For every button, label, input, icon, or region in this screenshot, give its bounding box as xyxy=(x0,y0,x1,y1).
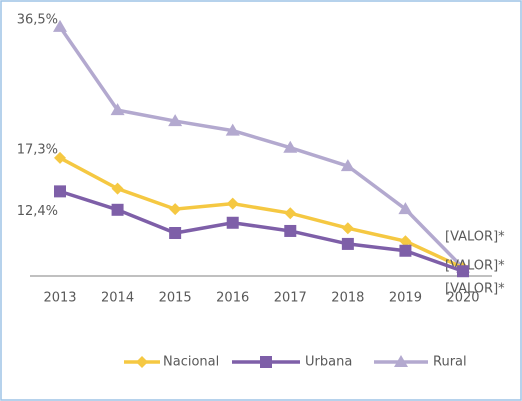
data-label: 12,4% xyxy=(17,204,58,219)
marker xyxy=(54,185,66,198)
marker xyxy=(54,151,66,164)
legend-label: Urbana xyxy=(305,355,352,370)
marker xyxy=(110,103,125,116)
legend-label: Rural xyxy=(433,355,467,370)
marker xyxy=(226,216,239,229)
series-line xyxy=(59,189,464,273)
x-tick-label: 2018 xyxy=(331,291,364,306)
marker xyxy=(136,356,148,368)
series-line xyxy=(59,156,464,270)
marker xyxy=(53,19,67,32)
marker xyxy=(457,265,469,278)
marker xyxy=(169,203,182,216)
data-label: [VALOR]* xyxy=(445,259,505,274)
data-label: 36,5% xyxy=(17,12,58,27)
marker xyxy=(284,224,297,237)
x-tick-label: 2020 xyxy=(446,291,479,306)
data-label: [VALOR]* xyxy=(445,230,505,245)
data-label: [VALOR]* xyxy=(445,282,505,297)
marker xyxy=(398,202,413,215)
marker xyxy=(340,159,355,172)
marker xyxy=(341,222,354,235)
x-tick-label: 2014 xyxy=(101,291,134,306)
marker xyxy=(225,123,240,136)
marker xyxy=(226,197,239,210)
data-label: 17,3% xyxy=(17,142,58,157)
marker xyxy=(283,140,298,153)
x-tick-label: 2016 xyxy=(216,291,249,306)
x-tick-label: 2015 xyxy=(159,291,192,306)
marker xyxy=(399,235,412,248)
marker xyxy=(260,356,272,368)
marker xyxy=(111,203,124,216)
marker xyxy=(111,182,124,195)
marker xyxy=(284,207,297,220)
marker xyxy=(341,237,354,250)
legend-label: Nacional xyxy=(163,355,219,370)
marker xyxy=(399,244,412,257)
series-line xyxy=(58,25,465,270)
x-tick-label: 2017 xyxy=(274,291,307,306)
marker xyxy=(168,114,183,127)
x-tick-label: 2013 xyxy=(43,291,76,306)
marker xyxy=(169,227,182,240)
x-tick-label: 2019 xyxy=(389,291,422,306)
marker xyxy=(394,355,408,367)
